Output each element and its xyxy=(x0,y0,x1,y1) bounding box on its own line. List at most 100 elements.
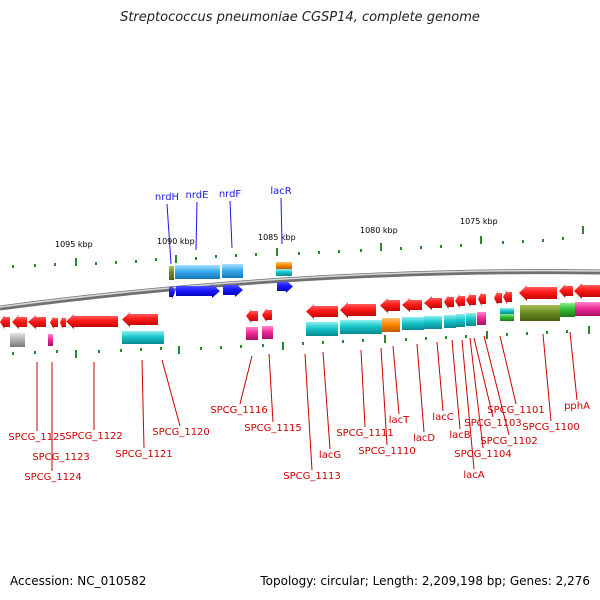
scale-tick-mark xyxy=(240,345,242,348)
scale-tick-mark xyxy=(282,342,284,350)
cog-feature-box[interactable] xyxy=(477,312,486,325)
gene-label-spcg-1111[interactable]: SPCG_1111 xyxy=(336,428,394,439)
gene-label-spcg-1101[interactable]: SPCG_1101 xyxy=(487,405,545,416)
reverse-gene-arrow[interactable] xyxy=(0,315,10,329)
gene-label-nrdf[interactable]: nrdF xyxy=(219,189,242,200)
gene-label-spcg-1125[interactable]: SPCG_1125 xyxy=(8,432,66,443)
scale-tick-mark xyxy=(175,255,177,263)
reverse-gene-arrow[interactable] xyxy=(466,293,476,307)
reverse-gene-arrow[interactable] xyxy=(402,298,422,312)
reverse-gene-arrow[interactable] xyxy=(424,296,442,310)
scale-tick-mark xyxy=(420,246,422,249)
cog-feature-box[interactable] xyxy=(456,314,465,327)
gene-label-lacd[interactable]: lacD xyxy=(413,433,435,444)
forward-gene-arrow[interactable] xyxy=(277,280,293,293)
cog-feature-box[interactable] xyxy=(246,327,258,340)
gene-label-nrdh[interactable]: nrdH xyxy=(155,192,179,203)
reverse-gene-arrow[interactable] xyxy=(503,290,512,304)
scale-label: 1080 kbp xyxy=(360,226,398,235)
gene-label-spcg-1103[interactable]: SPCG_1103 xyxy=(464,418,522,429)
gene-label-spcg-1122[interactable]: SPCG_1122 xyxy=(65,431,123,442)
cog-feature-box[interactable] xyxy=(276,262,292,269)
scale-tick-mark xyxy=(362,339,364,342)
reverse-gene-arrow[interactable] xyxy=(574,283,600,299)
cog-feature-box[interactable] xyxy=(575,302,600,316)
scale-tick-mark xyxy=(276,248,278,256)
scale-tick-mark xyxy=(178,346,180,354)
reverse-gene-arrow[interactable] xyxy=(559,284,573,298)
forward-gene-arrow[interactable] xyxy=(223,283,243,297)
cog-feature-box[interactable] xyxy=(382,318,400,332)
scale-tick-mark xyxy=(445,336,447,339)
cog-feature-box[interactable] xyxy=(48,334,53,346)
gene-label-spcg-1102[interactable]: SPCG_1102 xyxy=(480,436,538,447)
cog-feature-box[interactable] xyxy=(10,333,25,347)
forward-gene-arrow[interactable] xyxy=(169,285,175,299)
scale-tick-mark xyxy=(400,247,402,250)
gene-label-spcg-1116[interactable]: SPCG_1116 xyxy=(210,405,268,416)
gene-label-spcg-1110[interactable]: SPCG_1110 xyxy=(358,446,416,457)
label-leader-line xyxy=(473,337,494,418)
cog-feature-box[interactable] xyxy=(262,326,273,339)
scale-tick-mark xyxy=(322,341,324,344)
reverse-gene-arrow[interactable] xyxy=(478,292,486,306)
reverse-gene-arrow[interactable] xyxy=(494,291,502,305)
gene-label-spcg-1104[interactable]: SPCG_1104 xyxy=(454,449,512,460)
cog-feature-box[interactable] xyxy=(402,317,424,330)
reverse-gene-arrow[interactable] xyxy=(66,314,118,329)
scale-tick-mark xyxy=(486,331,488,339)
scale-tick-mark xyxy=(115,261,117,264)
gene-label-spcg-1100[interactable]: SPCG_1100 xyxy=(522,422,580,433)
gene-label-spcg-1115[interactable]: SPCG_1115 xyxy=(244,423,302,434)
cog-feature-box[interactable] xyxy=(175,265,220,279)
gene-label-lacr[interactable]: lacR xyxy=(270,186,291,197)
cog-feature-box[interactable] xyxy=(222,264,243,278)
cog-feature-box[interactable] xyxy=(340,320,382,334)
gene-label-laca[interactable]: lacA xyxy=(463,470,484,481)
label-leader-line xyxy=(499,335,517,405)
cog-feature-box[interactable] xyxy=(500,308,514,314)
gene-label-lacg[interactable]: lacG xyxy=(319,450,341,461)
reverse-gene-arrow[interactable] xyxy=(12,315,27,329)
gene-label-nrde[interactable]: nrdE xyxy=(186,190,209,201)
reverse-gene-arrow[interactable] xyxy=(519,285,557,301)
gene-label-spcg-1123[interactable]: SPCG_1123 xyxy=(32,452,90,463)
cog-feature-box[interactable] xyxy=(500,314,514,321)
scale-tick-mark xyxy=(200,347,202,350)
reverse-gene-arrow[interactable] xyxy=(28,315,46,329)
reverse-gene-arrow[interactable] xyxy=(340,302,376,318)
cog-feature-box[interactable] xyxy=(169,266,174,280)
reverse-gene-arrow[interactable] xyxy=(246,309,258,323)
cog-feature-box[interactable] xyxy=(444,315,456,328)
scale-label: 1075 kbp xyxy=(460,217,498,226)
scale-ticks-bottom xyxy=(12,326,590,358)
cog-feature-box[interactable] xyxy=(276,269,292,276)
reverse-gene-arrow[interactable] xyxy=(50,316,58,329)
reverse-gene-arrow[interactable] xyxy=(455,294,465,308)
cog-feature-box[interactable] xyxy=(306,322,338,336)
scale-tick-mark xyxy=(318,251,320,254)
cog-feature-box[interactable] xyxy=(520,305,560,321)
label-leader-line xyxy=(280,197,283,245)
gene-label-lact[interactable]: lacT xyxy=(389,415,410,426)
gene-label-spcg-1120[interactable]: SPCG_1120 xyxy=(152,427,210,438)
gene-label-spcg-1113[interactable]: SPCG_1113 xyxy=(283,471,341,482)
cog-feature-box[interactable] xyxy=(122,331,164,344)
gene-label-lacb[interactable]: lacB xyxy=(449,430,470,441)
reverse-gene-arrow[interactable] xyxy=(444,295,454,309)
cog-feature-box[interactable] xyxy=(424,316,442,329)
reverse-gene-arrow[interactable] xyxy=(60,316,66,329)
gene-label-lacc[interactable]: lacC xyxy=(432,412,453,423)
gene-label-spcg-1121[interactable]: SPCG_1121 xyxy=(115,449,173,460)
forward-gene-arrow[interactable] xyxy=(176,284,220,298)
reverse-gene-arrow[interactable] xyxy=(306,304,338,319)
cog-feature-box[interactable] xyxy=(560,303,575,317)
reverse-gene-arrow[interactable] xyxy=(262,308,272,322)
cog-feature-box[interactable] xyxy=(466,313,476,326)
gene-label-ppha[interactable]: pphA xyxy=(564,401,590,412)
scale-tick-mark xyxy=(582,226,584,234)
genome-summary-text: Topology: circular; Length: 2,209,198 bp… xyxy=(260,574,590,588)
reverse-gene-arrow[interactable] xyxy=(122,312,158,327)
reverse-gene-arrow[interactable] xyxy=(380,298,400,313)
gene-label-spcg-1124[interactable]: SPCG_1124 xyxy=(24,472,82,483)
